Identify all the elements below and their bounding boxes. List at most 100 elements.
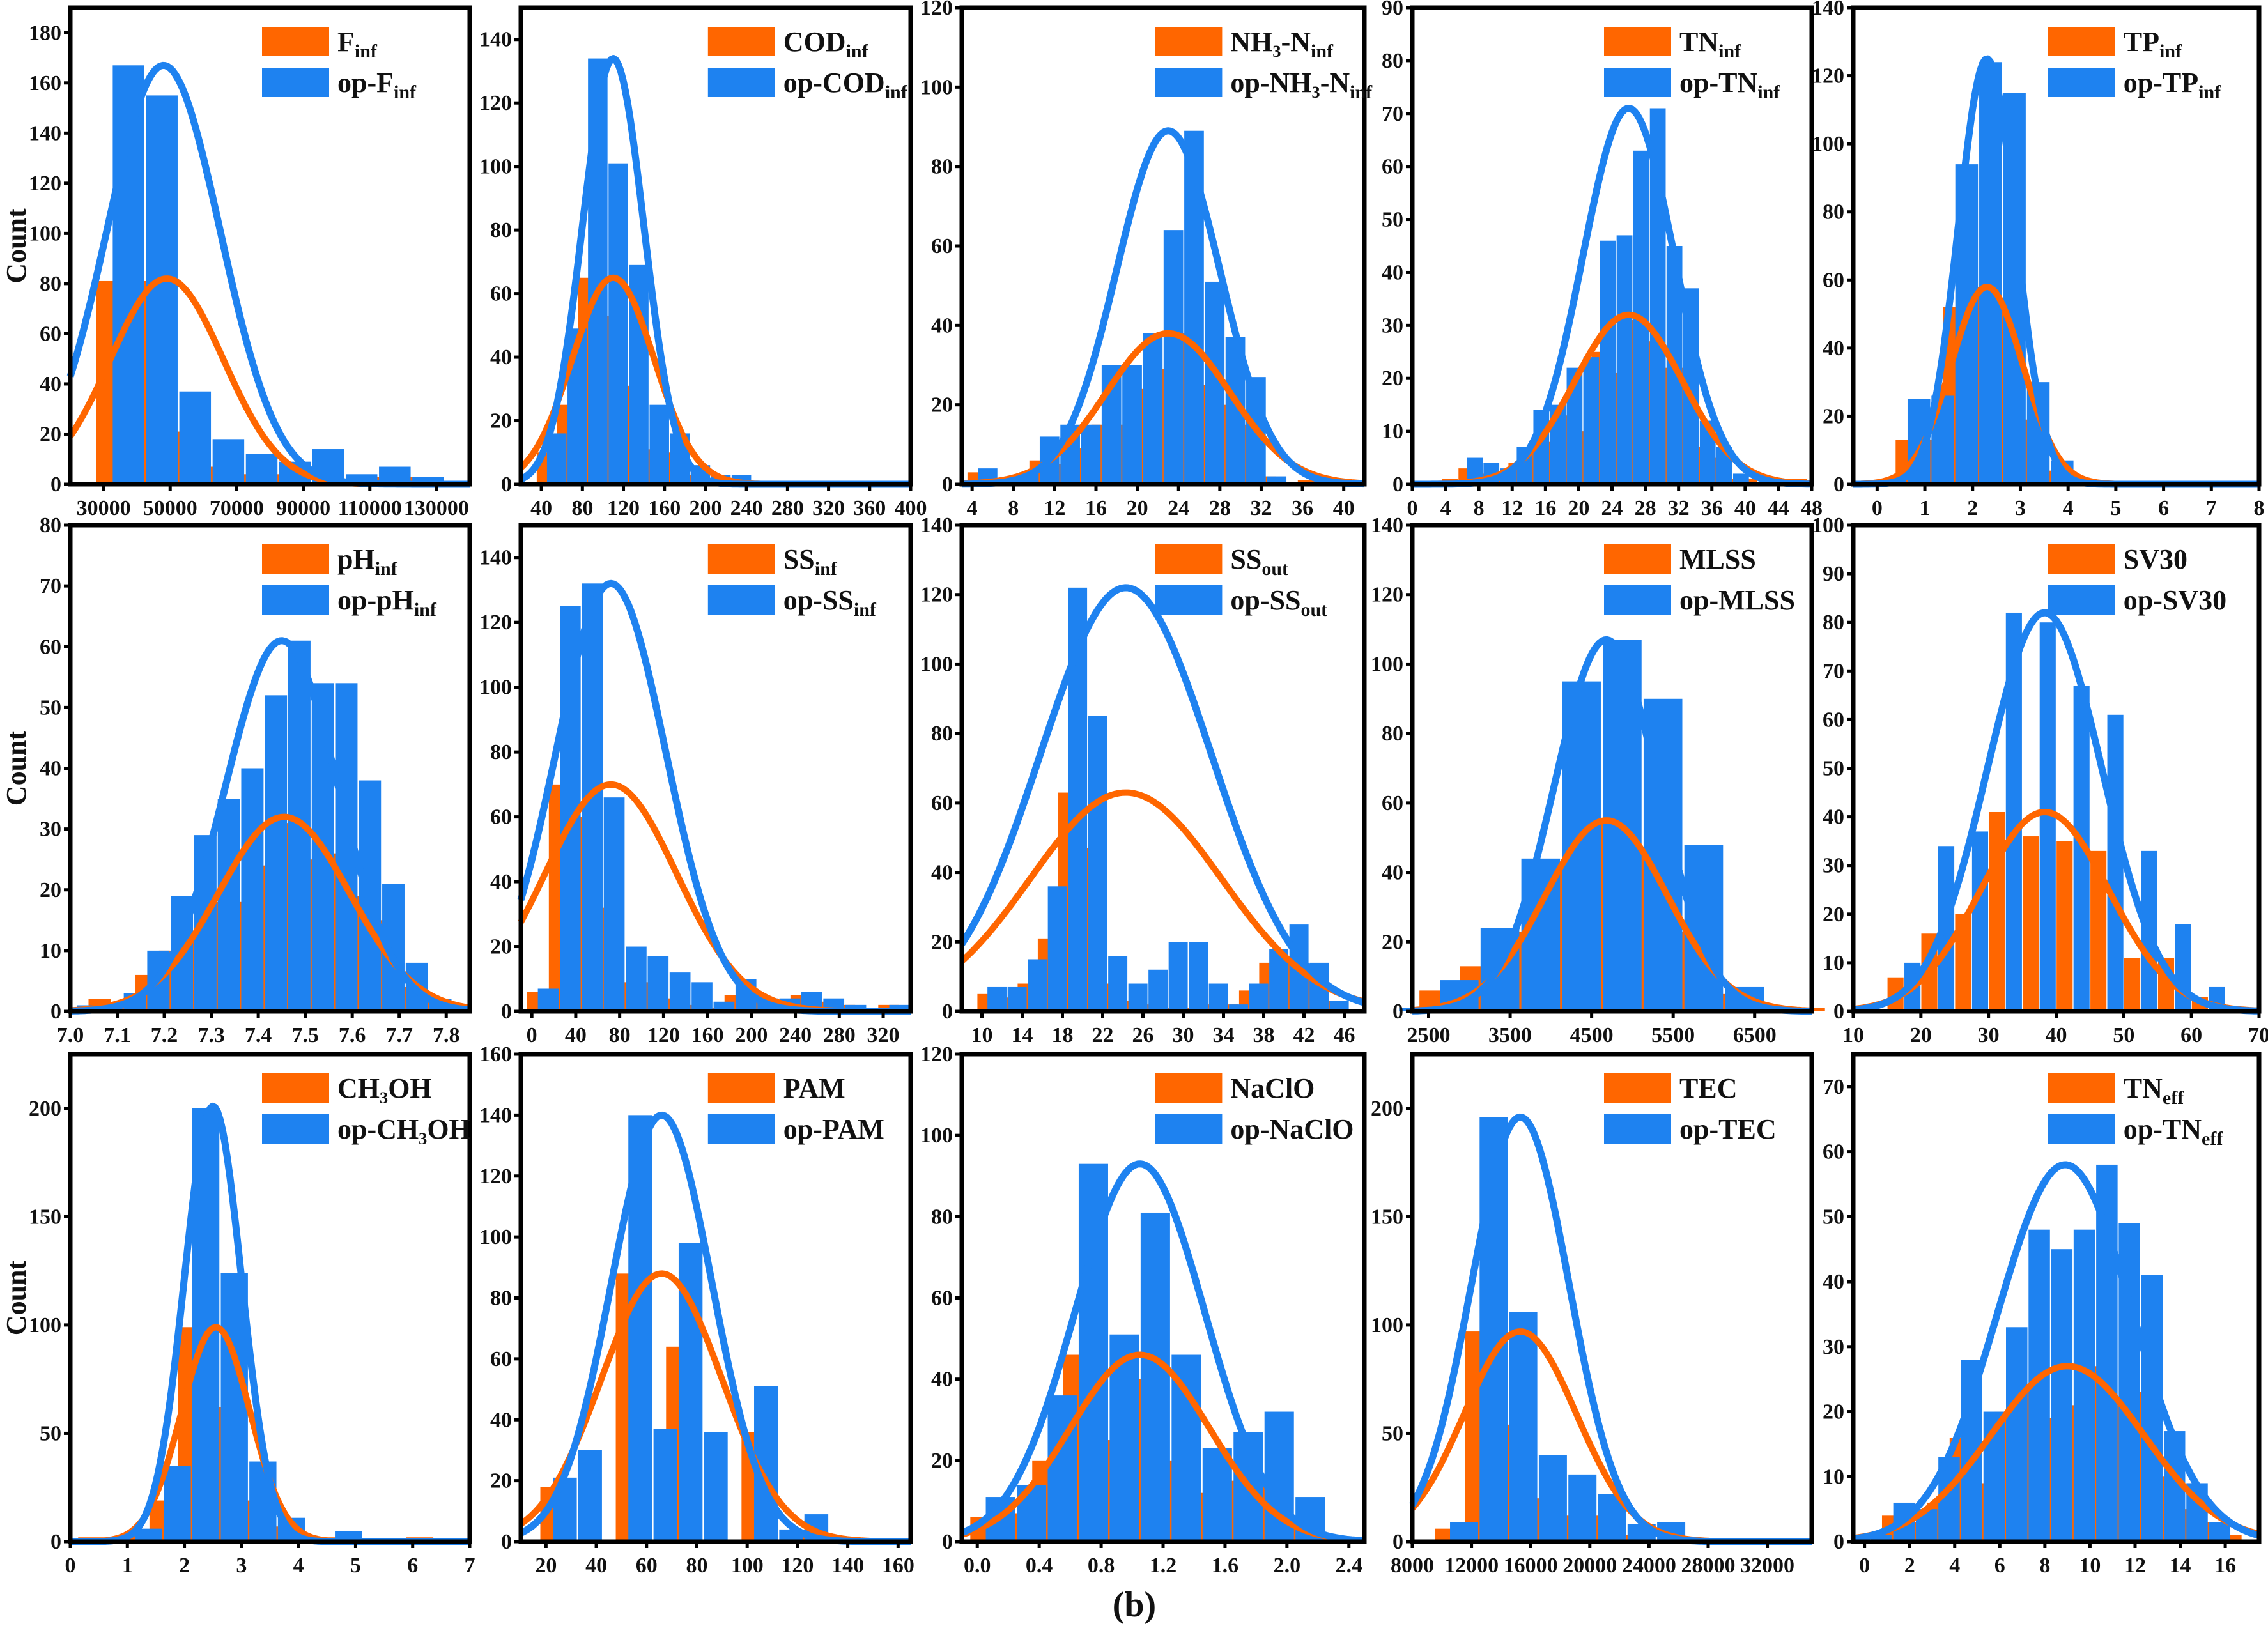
y-tick-label: 10 [1382,420,1403,443]
y-tick-label: 30 [1823,854,1844,878]
legend-swatch-original [262,1073,329,1103]
normal-fit-curve-optimized [1411,636,1813,1015]
x-tick-label: 0 [1407,496,1418,520]
y-tick-label: 60 [490,1347,512,1371]
histogram-bar [396,477,428,484]
y-tick-label: 80 [1382,49,1403,73]
y-tick-label: 20 [1823,404,1844,428]
x-tick-label: 80 [609,1023,631,1047]
axes-frame [518,5,913,487]
x-tick-label: 32000 [1740,1554,1794,1577]
x-tick-label: 10 [971,1023,993,1047]
y-tick-label: 20 [1382,367,1403,390]
normal-fit-curve-optimized [960,127,1366,488]
x-tick-label: 48 [1801,496,1823,520]
panel-tn-eff: 0 10 20 30 40 50 60 70 0 2 4 6 8 10 12 14 16 TNeff op-TNef… [1823,1052,2262,1577]
histogram-bar [653,1429,677,1542]
histogram-bar [1600,240,1616,484]
legend-swatch-optimized [707,1114,775,1144]
x-tick-label: 12 [2124,1554,2146,1577]
y-tick-label: 60 [40,322,61,346]
x-tick-label: 46 [1334,1023,1355,1047]
x-tick-label: 50 [2113,1023,2134,1047]
x-tick-label: 16 [2214,1554,2236,1577]
y-tick-label: 100 [479,155,512,179]
y-tick-label: 0 [1392,1000,1403,1023]
panel-tec: 0 50 100 150 200 8000 12000 16000 20000 24000 2800… [1371,1052,1814,1577]
histogram-bar [1171,1354,1201,1542]
x-tick-label: 42 [1293,1023,1315,1047]
x-tick-label: 10 [1842,1023,1864,1047]
x-tick-label: 2.0 [1274,1554,1301,1577]
y-tick-label: 20 [40,422,61,446]
x-tick-label: 20000 [1562,1554,1617,1577]
y-tick-label: 60 [1823,268,1844,292]
legend-label-optimized: op-NH₃-Ninf [1230,67,1373,103]
x-tick-label: 40 [2046,1023,2067,1047]
x-tick-label: 1.6 [1212,1554,1239,1577]
x-tick-label: 32 [1250,496,1272,520]
x-tick-label: 4 [1440,496,1451,520]
histogram-bar [179,391,212,484]
x-tick-label: 28 [1635,496,1656,520]
y-tick-label: 0 [501,1530,512,1554]
legend-swatch-original [1604,27,1671,56]
histogram-bar [1583,357,1600,484]
y-tick-label: 0 [942,1530,953,1554]
y-tick-label: 40 [1823,806,1844,829]
y-tick-label: 40 [490,870,512,894]
legend-swatch-original [2048,27,2115,56]
y-tick-label: 120 [920,0,953,20]
normal-fit-curve-optimized [1852,1161,2260,1543]
y-axis-title: Count [1,730,32,806]
x-tick-label: 20 [1910,1023,1932,1047]
x-tick-label: 120 [647,1023,680,1047]
legend-swatch-original [2048,1073,2115,1103]
y-tick-label: 100 [920,75,953,99]
histogram-bar [2006,1327,2028,1542]
panel-naclo: 0 20 40 60 80 100 120 0.0 0.4 0.8 1.2 1.6 2.0 2.4 NaCl… [920,1043,1367,1577]
panel-ss-out: 0 20 40 60 80 100 120 140 10 14 18 22 26 30 34 38 42 46 SS… [920,514,1367,1047]
panel-nh3-n-inf: 0 20 40 60 80 100 120 4 8 12 16 20 24 28 32 36 40 NH₃-Nin… [920,0,1373,520]
histogram-bar [1148,969,1168,1011]
y-tick-label: 60 [1382,792,1403,815]
legend-swatch-original [707,27,775,56]
histogram-bar [265,695,288,1011]
panel-ph-inf: 0 10 20 30 40 50 60 70 80 7.0 7.1 7.2 7.3 7.4 7.5 7.6 7.… [1,514,472,1047]
x-tick-label: 16 [1085,496,1107,520]
y-tick-label: 90 [1382,0,1403,20]
y-tick-label: 40 [931,1368,953,1392]
legend-swatch-optimized [2048,585,2115,615]
x-tick-label: 7.5 [291,1023,319,1047]
histogram-bar [241,768,264,1011]
histogram-bar [1168,942,1188,1011]
histogram-bar [164,1466,191,1542]
y-tick-label: 10 [40,939,61,963]
histogram-bar [1081,424,1101,484]
legend-label-original: TPinf [2124,26,2182,62]
legend-swatch-original [1155,544,1223,574]
x-tick-label: 30 [1173,1023,1194,1047]
legend-swatch-optimized [1155,68,1223,97]
histogram-bar [1249,983,1269,1011]
legend-swatch-optimized [1155,585,1223,615]
y-tick-label: 90 [1823,562,1844,586]
y-tick-label: 20 [40,878,61,902]
x-tick-label: 3500 [1488,1023,1532,1047]
y-tick-label: 40 [931,314,953,337]
x-tick-label: 6 [407,1554,418,1577]
y-tick-label: 80 [1382,722,1403,746]
y-tick-label: 200 [1371,1097,1403,1121]
x-tick-label: 7.3 [197,1023,225,1047]
histogram-bar [2124,958,2141,1011]
histogram-bar [1163,230,1184,484]
histogram-bar [1612,1535,1641,1542]
x-tick-label: 8 [2254,496,2265,520]
x-tick-label: 80 [571,496,593,520]
legend-swatch-original [707,1073,775,1103]
histogram-bar [412,477,444,484]
histogram-bar [1108,956,1128,1011]
y-tick-label: 120 [29,172,61,195]
y-axis-title: Count [1,1260,32,1335]
x-tick-label: 7.2 [151,1023,178,1047]
